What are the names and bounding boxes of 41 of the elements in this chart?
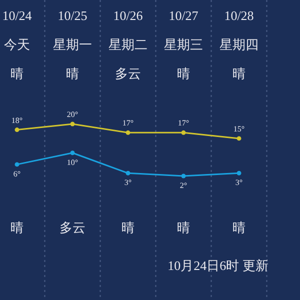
point bbox=[236, 170, 242, 176]
data-label: 3° bbox=[235, 178, 243, 188]
text: 星期二 bbox=[108, 37, 148, 52]
text: 多云 bbox=[115, 66, 141, 81]
point bbox=[70, 150, 75, 156]
text: 晴 bbox=[232, 66, 246, 81]
text: 晴 bbox=[66, 66, 79, 81]
data-label: 2° bbox=[180, 181, 188, 190]
point bbox=[70, 122, 75, 126]
data-label: 10° bbox=[66, 158, 78, 167]
text: 10月24日6时 更新 bbox=[168, 258, 268, 273]
point bbox=[14, 128, 20, 132]
x-tick-label: 10/24 bbox=[2, 8, 32, 23]
x-tick-label: 10/25 bbox=[58, 8, 88, 23]
data-label: 17° bbox=[122, 118, 134, 128]
text: 晴 bbox=[177, 220, 190, 235]
point bbox=[126, 130, 130, 135]
data-label: 3° bbox=[124, 178, 132, 188]
text: 晴 bbox=[122, 220, 134, 235]
data-label: 20° bbox=[66, 110, 78, 119]
point bbox=[181, 130, 186, 135]
text: 晴 bbox=[232, 220, 246, 235]
data-label: 15° bbox=[233, 124, 245, 134]
text: 多云 bbox=[60, 220, 86, 235]
data-label: 6° bbox=[13, 169, 21, 178]
text: 星期一 bbox=[53, 37, 92, 52]
data-label: 17° bbox=[178, 118, 190, 128]
x-tick-label: 10/26 bbox=[113, 8, 144, 23]
point bbox=[236, 136, 242, 141]
text: 晴 bbox=[10, 66, 24, 81]
text: 晴 bbox=[177, 66, 190, 81]
point bbox=[14, 162, 20, 167]
text: 星期四 bbox=[220, 37, 258, 52]
x-tick-label: 10/27 bbox=[168, 8, 199, 23]
text: 星期三 bbox=[164, 37, 203, 52]
data-label: 18° bbox=[11, 116, 23, 125]
x-tick-label: 10/28 bbox=[224, 8, 254, 23]
point bbox=[126, 170, 130, 176]
text: 今天 bbox=[4, 37, 30, 52]
point bbox=[181, 174, 186, 178]
text: 晴 bbox=[10, 220, 24, 235]
